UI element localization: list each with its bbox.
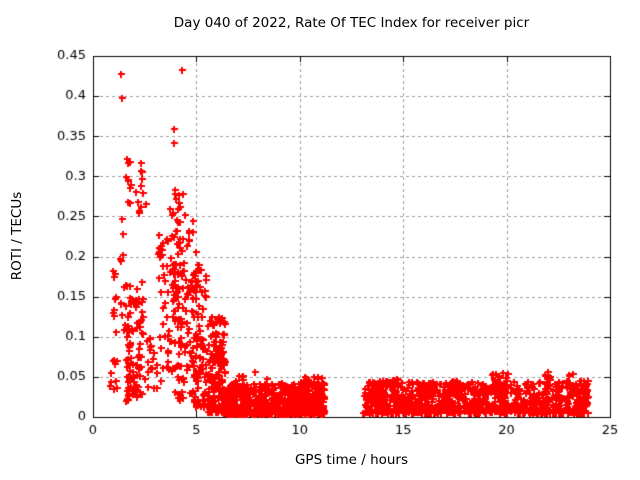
scatter-plot-canvas xyxy=(0,0,640,480)
roti-chart-figure: Day 040 of 2022, Rate Of TEC Index for r… xyxy=(0,0,640,480)
